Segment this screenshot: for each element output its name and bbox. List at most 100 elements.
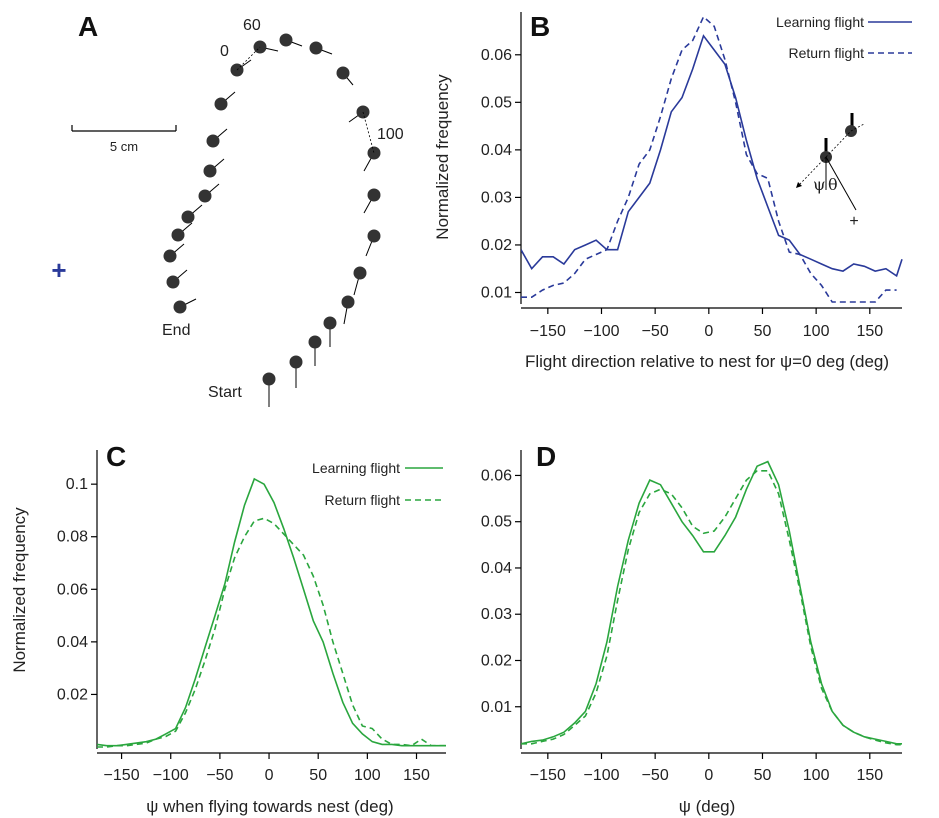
y-tick-label: 0.08 — [57, 529, 88, 546]
x-axis-label: ψ when flying towards nest (deg) — [146, 797, 393, 816]
wasp-position — [367, 188, 381, 202]
chart-d: −150 −100 −50 0 50 100 150 0.01 0.02 0.03 0.04 0.05… — [481, 450, 902, 816]
x-tick-label: 100 — [354, 767, 381, 784]
dashed-connector — [362, 111, 375, 154]
wasp-position — [309, 41, 323, 55]
panel-d: D −150 −100 −50 0 50 100 150 0.01 0.02 0.03 0.04 0.… — [481, 441, 902, 816]
series-line-return-flight — [521, 15, 897, 303]
wasp-position — [171, 228, 185, 242]
wasp-position — [367, 229, 381, 243]
chart-c: −150 −100 −50 0 50 100 150 0.02 0.04 0.06 0.08 0.1 ψ… — [10, 450, 446, 816]
y-tick-label: 0.06 — [57, 581, 88, 598]
wasp-position — [336, 66, 350, 80]
wasp-position — [341, 295, 355, 309]
y-tick-label: 0.06 — [481, 47, 512, 64]
trajectory — [163, 33, 381, 407]
x-tick-label: 150 — [403, 767, 430, 784]
wasp-position — [181, 210, 195, 224]
legend-label: Learning flight — [312, 460, 400, 476]
y-tick-label: 0.02 — [57, 686, 88, 703]
wasp-position — [323, 316, 337, 330]
x-tick-label: 50 — [309, 767, 327, 784]
y-tick-label: 0.01 — [481, 284, 512, 301]
y-axis-label: Normalized frequency — [10, 507, 29, 673]
x-tick-label: 0 — [265, 767, 274, 784]
wasp-position — [206, 134, 220, 148]
wasp-position — [353, 266, 367, 280]
legend-label: Return flight — [789, 45, 865, 61]
x-tick-label: −100 — [583, 323, 619, 340]
x-axis-label: ψ (deg) — [679, 797, 736, 816]
panel-letter-b: B — [530, 11, 550, 42]
legend-label: Learning flight — [776, 14, 864, 30]
x-tick-label: 150 — [856, 323, 883, 340]
series-line-return-flight — [97, 517, 446, 748]
y-tick-label: 0.06 — [481, 467, 512, 484]
panel-c: C −150 −100 −50 0 50 100 150 0.02 0.04 0.06 0.08 0.… — [10, 441, 446, 816]
y-tick-label: 0.02 — [481, 652, 512, 669]
wasp-position — [262, 372, 276, 386]
trajectory-label-100: 100 — [377, 126, 404, 143]
x-tick-label: 100 — [803, 323, 830, 340]
inset-theta: θ — [828, 175, 838, 194]
x-tick-label: −50 — [642, 323, 669, 340]
wasp-position — [367, 146, 381, 160]
trajectory-label-0: 0 — [220, 43, 229, 60]
wasp-position — [166, 275, 180, 289]
x-tick-label: −50 — [206, 767, 233, 784]
inset-psi: ψ — [813, 175, 826, 194]
x-tick-label: −150 — [104, 767, 140, 784]
nest-marker-a: + — [51, 255, 66, 285]
x-tick-label: −50 — [642, 767, 669, 784]
wasp-position — [214, 97, 228, 111]
trajectory-label-start: Start — [208, 384, 242, 401]
x-tick-label: 100 — [803, 767, 830, 784]
y-axis-label: Normalized frequency — [433, 74, 452, 240]
panel-letter-c: C — [106, 441, 126, 472]
x-tick-label: −150 — [530, 767, 566, 784]
y-tick-label: 0.01 — [481, 699, 512, 716]
series-line-return-flight — [521, 469, 902, 746]
panel-letter-d: D — [536, 441, 556, 472]
panel-letter-a: A — [78, 11, 98, 42]
y-tick-label: 0.04 — [481, 560, 512, 577]
y-tick-label: 0.03 — [481, 606, 512, 623]
x-tick-label: 0 — [704, 767, 713, 784]
wasp-position — [173, 300, 187, 314]
inset-nest-line — [825, 156, 857, 211]
x-tick-label: −100 — [153, 767, 189, 784]
inset-arrowhead — [796, 182, 802, 188]
x-tick-label: 50 — [754, 767, 772, 784]
wasp-position — [308, 335, 322, 349]
series-line-learning-flight — [521, 34, 903, 278]
inset-nest-plus: + — [849, 213, 858, 230]
x-tick-label: −100 — [583, 767, 619, 784]
x-axis-label: Flight direction relative to nest for ψ=… — [525, 352, 889, 371]
x-tick-label: 0 — [704, 323, 713, 340]
wasp-position — [198, 189, 212, 203]
y-tick-label: 0.04 — [57, 634, 88, 651]
dashed-connector — [236, 46, 261, 71]
y-tick-label: 0.04 — [481, 142, 512, 159]
series-line-learning-flight — [521, 460, 902, 745]
x-tick-label: 50 — [754, 323, 772, 340]
wasp-position — [203, 164, 217, 178]
y-tick-label: 0.05 — [481, 94, 512, 111]
y-tick-label: 0.02 — [481, 237, 512, 254]
y-tick-label: 0.05 — [481, 514, 512, 531]
scale-bar-label: 5 cm — [110, 139, 138, 154]
x-tick-label: −150 — [530, 323, 566, 340]
chart-b: −150 −100 −50 0 50 100 150 0.01 0.02 0.03 0.04 0.05… — [433, 12, 912, 371]
series-line-learning-flight — [97, 477, 446, 747]
y-tick-label: 0.03 — [481, 189, 512, 206]
trajectory-label-end: End — [162, 322, 190, 339]
panel-b: B −150 −100 −50 0 50 100 150 0.01 0.02 0.03 0.04 0.… — [433, 11, 912, 371]
legend-label: Return flight — [325, 492, 401, 508]
wasp-position — [279, 33, 293, 47]
y-tick-label: 0.1 — [66, 476, 88, 493]
panel-a: A 5 cm + 0 60 100 End Start — [51, 11, 404, 407]
trajectory-label-60: 60 — [243, 17, 261, 34]
inset-dashed-upper — [850, 123, 865, 132]
inset-b: ψ θ + — [796, 113, 865, 230]
